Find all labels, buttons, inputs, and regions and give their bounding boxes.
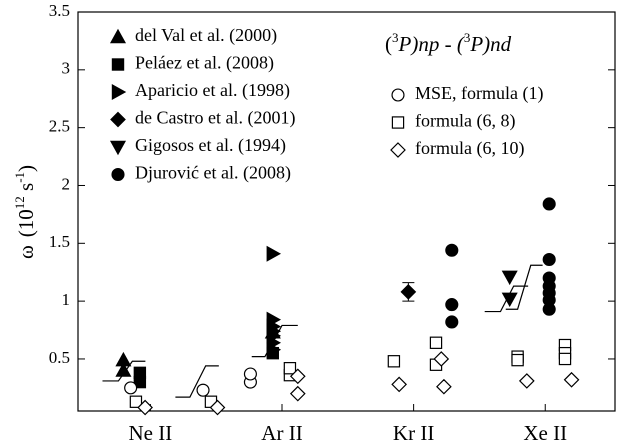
y-label-part: ω [14,245,38,259]
y-label-part: (10 [14,209,38,237]
data-point [429,336,443,349]
data-point [137,399,153,416]
legend-label: de Castro et al. (2001) [135,108,295,129]
y-tick-label: 1.5 [49,232,70,251]
legend-marker [391,116,405,129]
legend-title-part: np [418,32,439,56]
model-curve [505,264,543,310]
y-label-part: -1 [12,172,27,183]
data-point [266,341,282,358]
x-tick-label: Ne II [129,421,173,445]
legend-title-part: P) [398,32,419,56]
legend-title-part: 3 [464,30,471,45]
y-tick-label: 2.5 [49,117,70,136]
data-point [387,355,401,368]
data-point [445,243,459,257]
legend-title-part: P) [469,32,490,56]
x-tick-label: Ar II [261,421,302,445]
legend-label: Djurović et al. (2008) [135,163,291,184]
y-tick-label: 0.5 [49,348,70,367]
legend-label: del Val et al. (2000) [135,25,277,46]
data-point [196,383,210,397]
data-point [501,292,518,308]
y-tick-label: 1 [62,290,71,309]
data-point [433,351,450,367]
y-tick-label: 2 [62,174,71,193]
legend-label: formula (6, 10) [415,138,524,159]
data-point [400,284,417,300]
data-point [445,315,459,329]
legend-marker [110,111,126,128]
legend-marker [111,167,125,182]
y-tick-label: 3.5 [49,1,70,20]
legend-marker [390,142,406,158]
data-point [511,353,524,367]
data-point [563,371,580,388]
legend-title: (3P)np - (3P)nd [385,30,512,56]
data-point [133,375,147,389]
y-label-part: 12 [12,196,27,209]
data-point [501,270,518,286]
plot-frame [77,11,616,412]
data-point [283,362,297,375]
data-point [542,197,556,211]
legend-label: formula (6, 8) [415,111,515,132]
data-point [542,302,556,316]
legend-label: Peláez et al. (2008) [135,53,274,74]
data-point [129,395,143,408]
data-point [115,362,132,377]
x-tick-label: Xe II [523,421,567,445]
data-point [209,399,226,416]
data-point [289,385,306,402]
data-point [436,378,452,395]
data-point [542,252,556,267]
y-label-part: s [14,183,38,196]
legend-label: Aparicio et al. (1998) [135,80,290,101]
data-point [518,373,535,389]
data-point [266,245,282,262]
data-point [391,376,407,393]
legend-label: Gigosos et al. (1994) [135,135,286,156]
legend-title-part: ( [385,32,392,56]
legend-title-part: nd [490,32,512,56]
y-label-part: ) [14,165,38,172]
legend-title-part: - ( [439,32,465,56]
y-tick-label: 3 [62,59,71,78]
data-point [558,352,572,366]
legend-marker [109,28,127,44]
legend-label: MSE, formula (1) [415,83,543,104]
x-tick-label: Kr II [393,421,434,445]
data-point [124,381,138,395]
legend-marker [111,58,125,71]
data-point [445,298,459,312]
model-curve [175,365,219,398]
y-axis-label: ω (1012 s-1) [12,165,38,259]
data-point [289,368,306,385]
legend-marker [111,83,127,101]
legend-marker [391,88,405,102]
legend-title-part: 3 [392,30,399,45]
legend-marker [109,140,127,156]
data-point [243,367,257,381]
